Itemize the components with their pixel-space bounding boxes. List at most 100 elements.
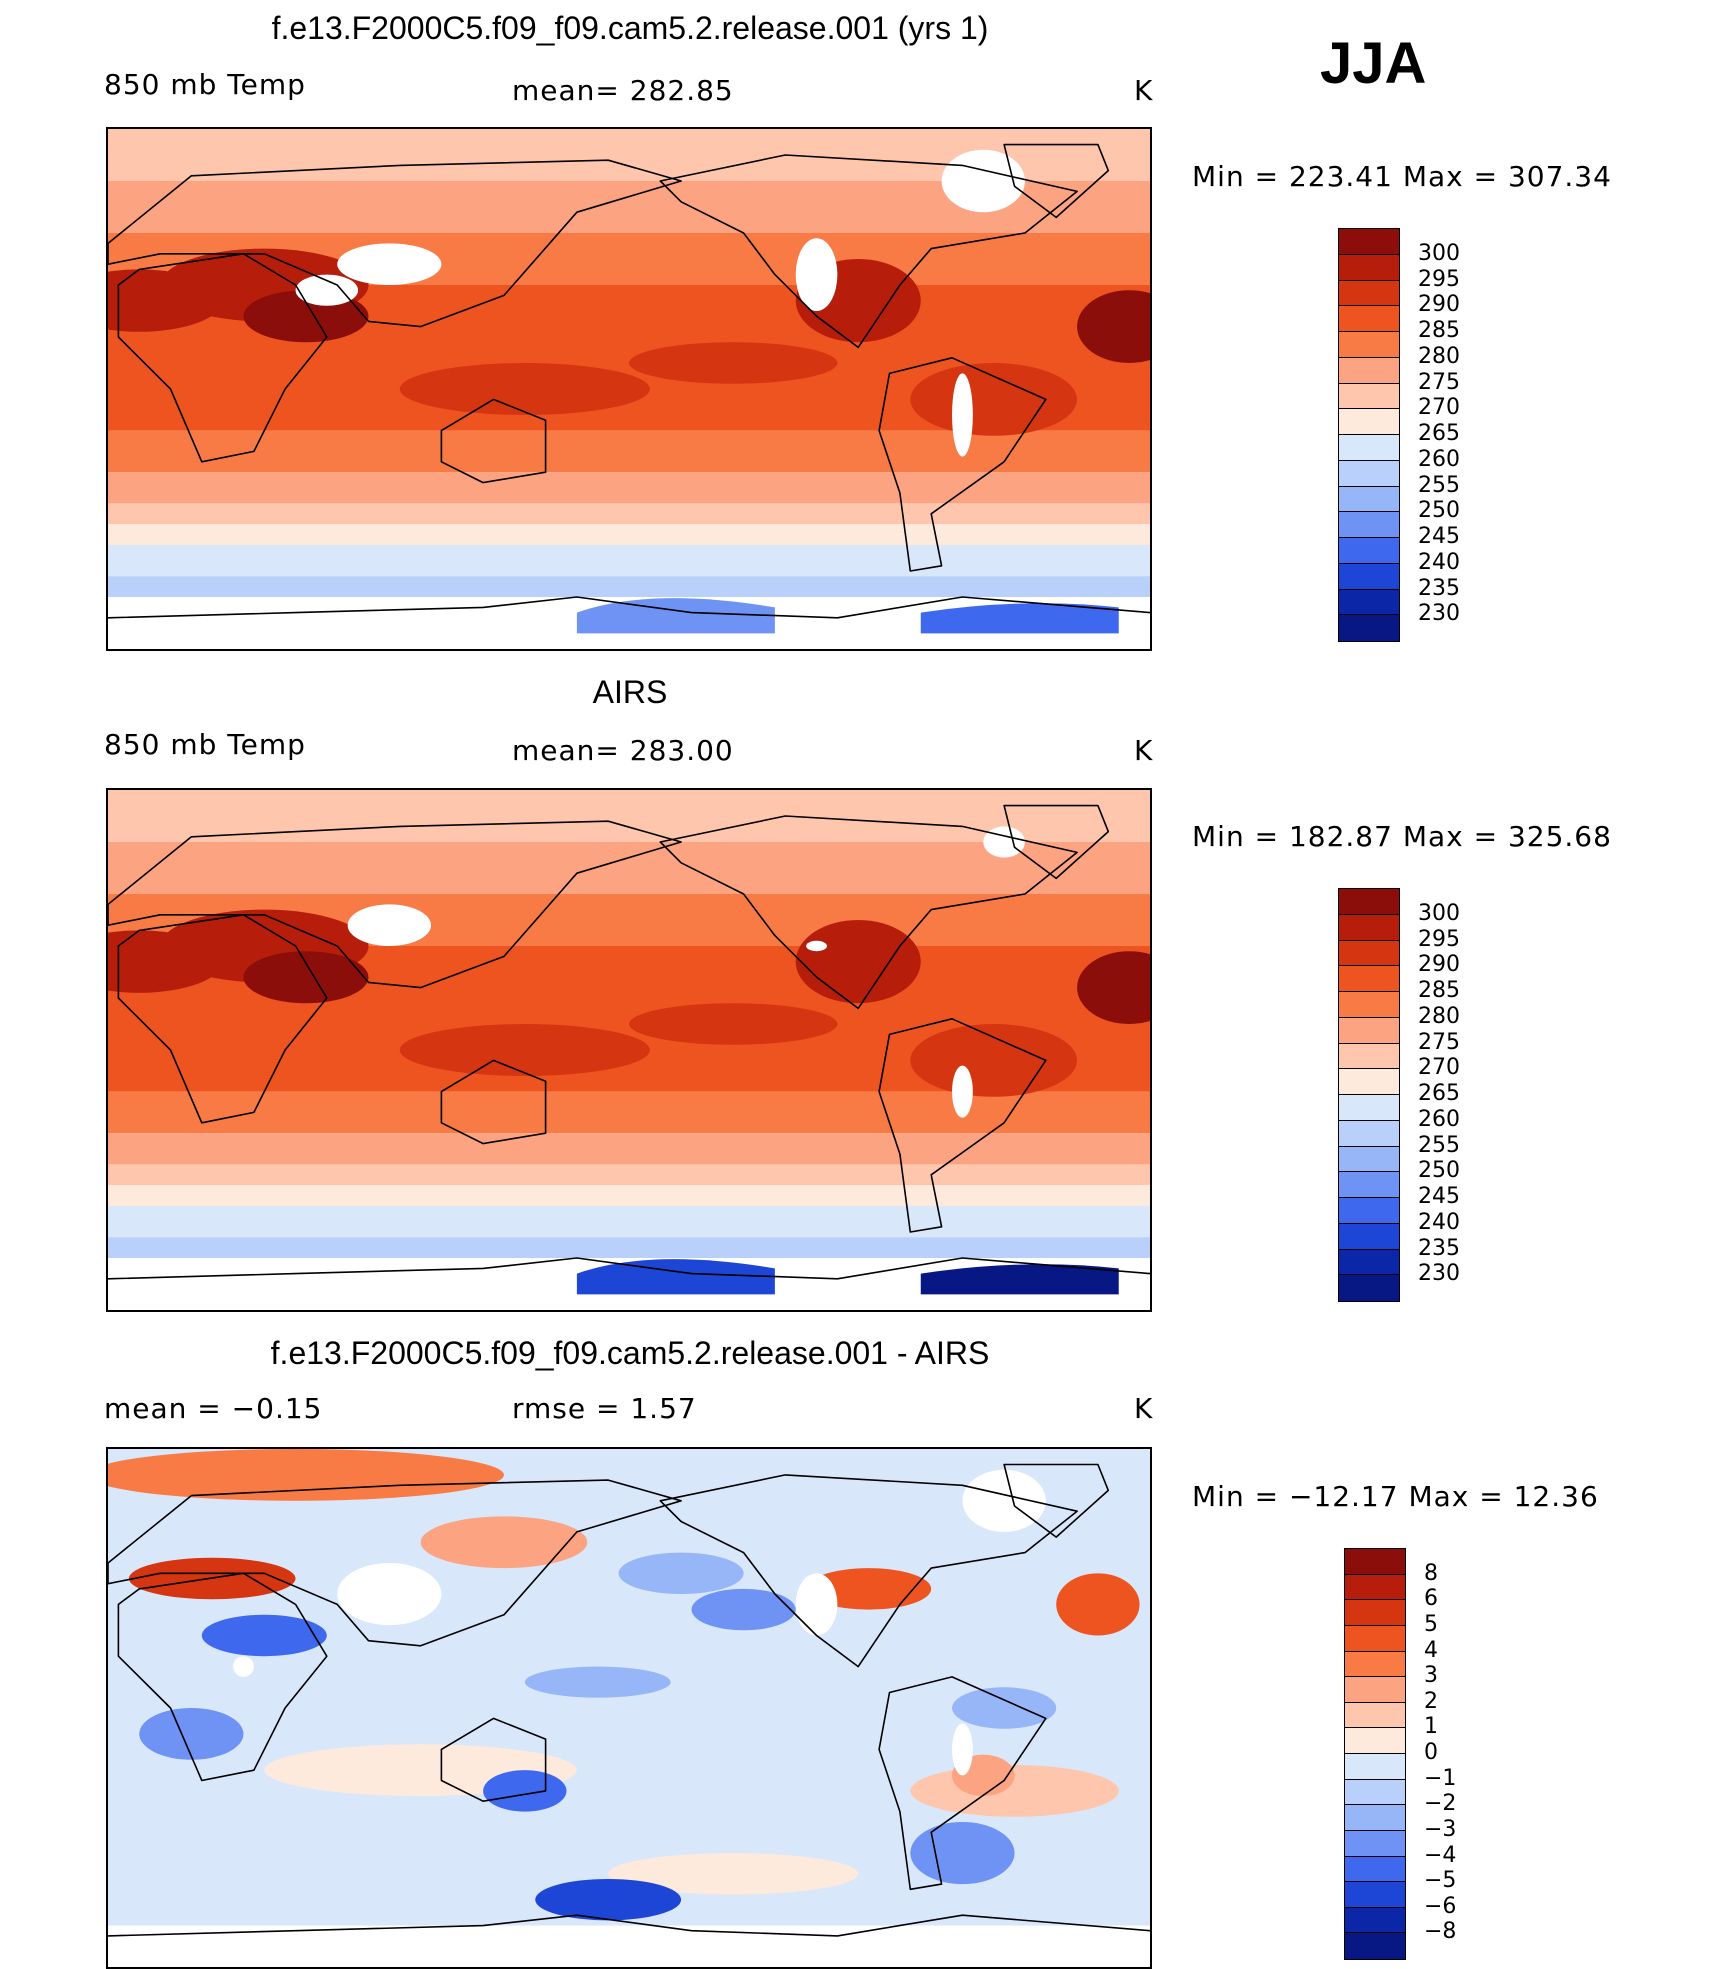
panel2-map xyxy=(106,788,1152,1312)
colorbar-tick-label: 280 xyxy=(1418,1003,1460,1029)
colorbar-swatch xyxy=(1345,1933,1405,1959)
panel3-colorbar-ticks: 8 6 5 4 3 2 1 0 −1 −2 −3 −4 −5 −6 −8 xyxy=(1424,1548,1524,1960)
colorbar-tick-label: 255 xyxy=(1418,1132,1460,1158)
panel3-colorbar xyxy=(1344,1548,1406,1960)
colorbar-tick-label: 275 xyxy=(1418,369,1460,395)
coastline xyxy=(108,1257,1150,1280)
colorbar-tick-label: 250 xyxy=(1418,1158,1460,1184)
colorbar-swatch xyxy=(1339,383,1399,410)
colorbar-swatch xyxy=(1345,1882,1405,1908)
colorbar-tick-label: 5 xyxy=(1424,1611,1438,1637)
coastline xyxy=(108,596,1150,619)
panel1-colorbar xyxy=(1338,228,1400,642)
colorbar-swatch xyxy=(1339,1017,1399,1044)
colorbar-tick-label: 240 xyxy=(1418,1209,1460,1235)
coastline xyxy=(440,1059,547,1145)
colorbar-swatch xyxy=(1339,940,1399,967)
colorbar-tick-label: 245 xyxy=(1418,1184,1460,1209)
colorbar-tick-label: 230 xyxy=(1418,1261,1460,1287)
coastline xyxy=(440,1717,547,1803)
panel1-units-label: K xyxy=(1134,74,1154,107)
panel2-left-label: 850 mb Temp xyxy=(104,728,306,761)
colorbar-tick-label: 235 xyxy=(1418,575,1460,601)
colorbar-tick-label: 2 xyxy=(1424,1688,1438,1714)
coastline xyxy=(1003,1463,1110,1538)
colorbar-tick-label: 300 xyxy=(1418,900,1460,926)
colorbar-swatch xyxy=(1339,992,1399,1018)
colorbar-tick-label: 3 xyxy=(1424,1663,1438,1689)
colorbar-tick-label: −8 xyxy=(1424,1919,1457,1945)
colorbar-tick-label: −6 xyxy=(1424,1893,1457,1919)
colorbar-tick-label: 8 xyxy=(1424,1560,1438,1586)
colorbar-swatch xyxy=(1345,1574,1405,1601)
panel2-units-label: K xyxy=(1134,734,1154,767)
coastline xyxy=(440,398,547,484)
colorbar-swatch xyxy=(1339,306,1399,332)
colorbar-swatch xyxy=(1339,1249,1399,1276)
colorbar-swatch xyxy=(1339,332,1399,358)
colorbar-swatch xyxy=(1339,914,1399,941)
colorbar-tick-label: 300 xyxy=(1418,240,1460,266)
colorbar-tick-label: −4 xyxy=(1424,1842,1457,1868)
colorbar-swatch xyxy=(1345,1677,1405,1703)
coastline xyxy=(108,1479,682,1647)
colorbar-tick-label: 250 xyxy=(1418,498,1460,524)
coastline xyxy=(659,815,1078,1010)
colorbar-tick-label: 245 xyxy=(1418,524,1460,549)
coastline xyxy=(878,1018,1047,1233)
colorbar-tick-label: 295 xyxy=(1418,926,1460,952)
colorbar-swatch xyxy=(1345,1907,1405,1934)
colorbar-tick-label: −1 xyxy=(1424,1765,1457,1791)
colorbar-tick-label: −5 xyxy=(1424,1868,1457,1894)
colorbar-swatch xyxy=(1345,1830,1405,1857)
colorbar-swatch xyxy=(1345,1856,1405,1883)
panel3-minmax: Min = −12.17 Max = 12.36 xyxy=(1192,1480,1599,1513)
panel1-minmax: Min = 223.41 Max = 307.34 xyxy=(1192,160,1612,193)
panel3-map xyxy=(106,1447,1152,1969)
panel2-colorbar xyxy=(1338,888,1400,1302)
coastline xyxy=(108,159,682,328)
colorbar-swatch xyxy=(1339,966,1399,992)
colorbar-tick-label: 4 xyxy=(1424,1637,1438,1663)
colorbar-tick-label: −2 xyxy=(1424,1791,1457,1817)
colorbar-swatch xyxy=(1339,1275,1399,1301)
colorbar-swatch xyxy=(1339,1198,1399,1224)
colorbar-swatch xyxy=(1339,280,1399,307)
coastline xyxy=(108,1914,1150,1937)
colorbar-tick-label: 255 xyxy=(1418,472,1460,498)
colorbar-tick-label: 260 xyxy=(1418,1106,1460,1132)
panel2-colorbar-ticks: 300 295 290 285 280 275 270 265 260 255 250 245 240 2… xyxy=(1418,888,1518,1302)
colorbar-tick-label: 260 xyxy=(1418,446,1460,472)
colorbar-swatch xyxy=(1345,1651,1405,1678)
colorbar-tick-label: 240 xyxy=(1418,549,1460,575)
colorbar-swatch xyxy=(1339,538,1399,564)
coastline xyxy=(878,1676,1047,1891)
coastline xyxy=(117,253,328,463)
colorbar-swatch xyxy=(1339,563,1399,590)
colorbar-tick-label: 270 xyxy=(1418,1055,1460,1081)
colorbar-tick-label: 270 xyxy=(1418,395,1460,421)
field-map-svg xyxy=(108,1449,1150,1967)
colorbar-tick-label: 285 xyxy=(1418,318,1460,343)
panel3-units-label: K xyxy=(1134,1392,1154,1425)
colorbar-swatch xyxy=(1345,1702,1405,1729)
colorbar-swatch xyxy=(1345,1728,1405,1754)
coastline xyxy=(1003,143,1110,219)
panel2-minmax: Min = 182.87 Max = 325.68 xyxy=(1192,820,1612,853)
colorbar-swatch xyxy=(1345,1549,1405,1575)
colorbar-tick-label: 230 xyxy=(1418,601,1460,627)
colorbar-swatch xyxy=(1339,615,1399,641)
colorbar-swatch xyxy=(1345,1625,1405,1652)
coastline xyxy=(117,1572,328,1782)
colorbar-swatch xyxy=(1339,460,1399,487)
colorbar-swatch xyxy=(1345,1754,1405,1780)
colorbar-swatch xyxy=(1345,1779,1405,1806)
colorbar-swatch xyxy=(1339,486,1399,513)
colorbar-swatch xyxy=(1339,254,1399,281)
colorbar-tick-label: 290 xyxy=(1418,292,1460,318)
colorbar-swatch xyxy=(1339,512,1399,538)
panel2-mean-label: mean= 283.00 xyxy=(512,734,734,767)
colorbar-swatch xyxy=(1339,589,1399,616)
colorbar-swatch xyxy=(1339,1043,1399,1070)
panel1-title: f.e13.F2000C5.f09_f09.cam5.2.release.001… xyxy=(271,10,989,46)
